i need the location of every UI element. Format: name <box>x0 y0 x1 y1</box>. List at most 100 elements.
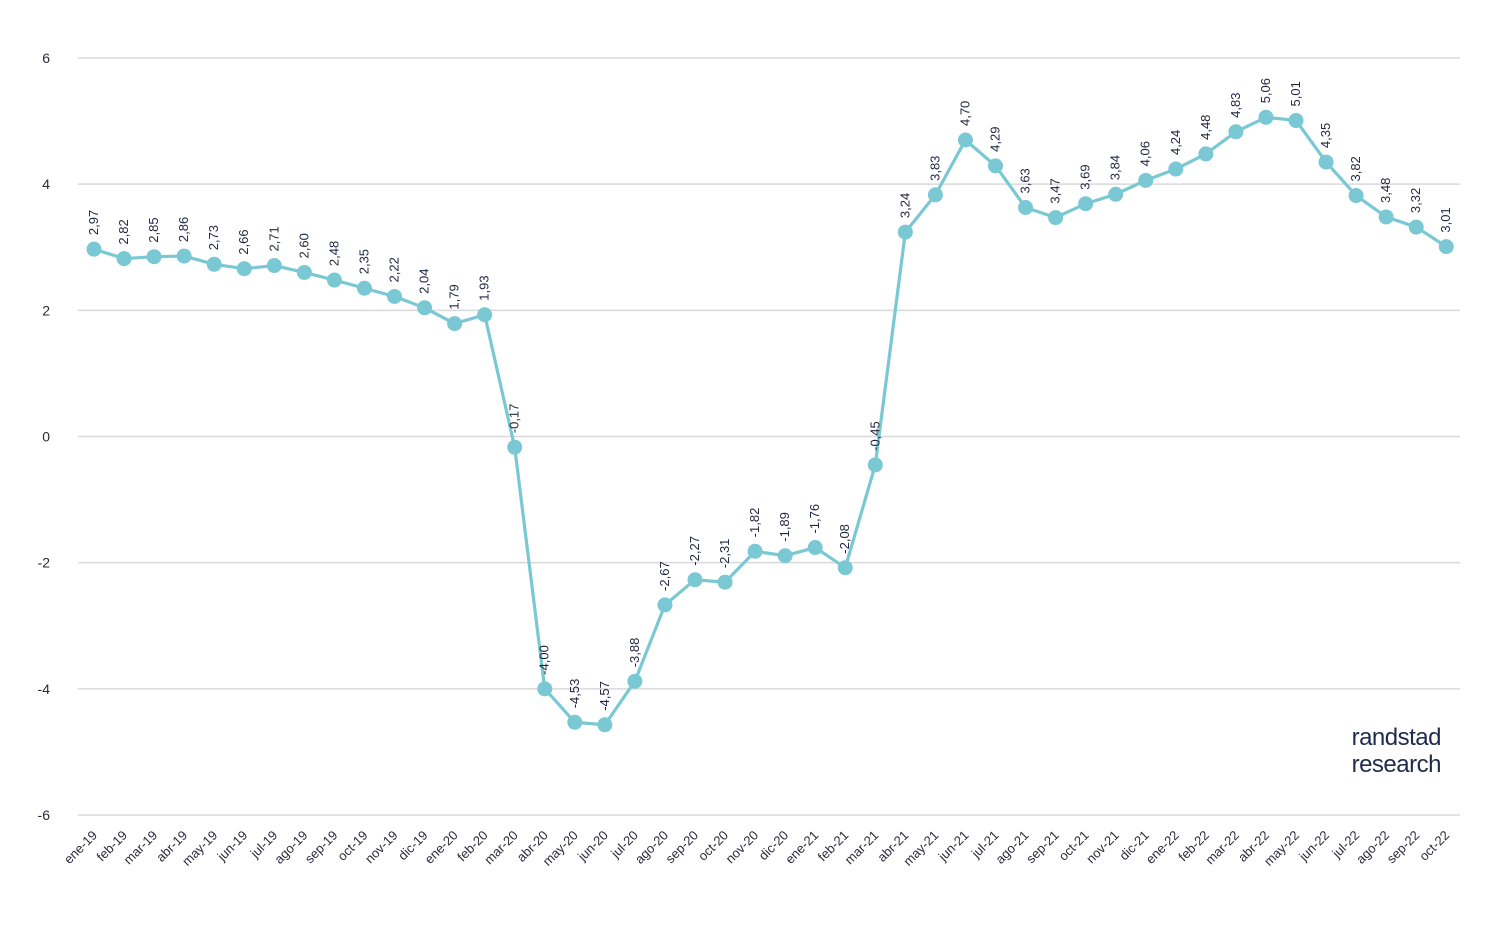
x-axis-ticks: ene-19feb-19mar-19abr-19may-19jun-19jul-… <box>61 828 1452 869</box>
data-label: 2,86 <box>176 217 191 242</box>
data-label: 2,97 <box>86 210 101 235</box>
x-tick-label: ene-21 <box>782 828 821 867</box>
data-label: 5,01 <box>1288 81 1303 106</box>
data-point <box>116 251 132 267</box>
data-label: 5,06 <box>1258 78 1273 103</box>
x-tick-label: mar-22 <box>1202 828 1242 868</box>
grid-lines <box>78 57 1460 816</box>
data-label: -1,76 <box>807 504 822 534</box>
x-tick-label: jun-19 <box>214 828 251 865</box>
data-point <box>897 224 913 240</box>
data-point <box>296 264 312 280</box>
x-tick-label: ene-19 <box>61 828 100 867</box>
data-point <box>807 540 823 556</box>
data-point <box>206 256 222 272</box>
data-label: 4,48 <box>1198 115 1213 140</box>
data-point <box>1078 196 1094 212</box>
data-label: 3,32 <box>1408 188 1423 213</box>
y-tick-label: -2 <box>38 555 51 571</box>
y-tick-label: 4 <box>42 176 50 192</box>
data-point <box>1438 239 1454 255</box>
x-tick-label: ago-21 <box>992 828 1031 867</box>
data-label: -0,17 <box>507 404 522 434</box>
data-label: 3,63 <box>1018 168 1033 193</box>
x-tick-label: sep-21 <box>1023 828 1062 867</box>
x-tick-label: ene-22 <box>1143 828 1182 867</box>
data-point <box>1408 219 1424 235</box>
x-tick-label: nov-21 <box>1083 828 1122 867</box>
data-point <box>747 543 763 559</box>
data-label: 4,29 <box>988 127 1003 152</box>
data-label: -1,89 <box>777 512 792 542</box>
data-point <box>356 280 372 296</box>
data-point <box>1138 172 1154 188</box>
data-label: 2,85 <box>146 217 161 242</box>
data-label: 3,84 <box>1108 155 1123 180</box>
y-tick-label: 2 <box>42 302 50 318</box>
data-point <box>1258 109 1274 125</box>
x-tick-label: jun-21 <box>935 828 972 865</box>
data-point <box>417 300 433 316</box>
data-point <box>1168 161 1184 177</box>
x-tick-label: sep-20 <box>662 828 701 867</box>
data-point <box>146 249 162 265</box>
data-point <box>1108 186 1124 202</box>
data-point <box>927 187 943 203</box>
x-tick-label: nov-20 <box>723 828 762 867</box>
data-label: 2,04 <box>417 268 432 293</box>
data-label: 4,06 <box>1138 141 1153 166</box>
data-point <box>1198 146 1214 162</box>
y-tick-label: -6 <box>38 807 51 823</box>
data-point <box>657 597 673 613</box>
data-label: 4,70 <box>957 101 972 126</box>
data-label: -2,67 <box>657 561 672 591</box>
data-point <box>837 560 853 576</box>
data-label: 2,35 <box>356 249 371 274</box>
x-tick-label: sep-19 <box>302 828 341 867</box>
x-tick-label: ago-20 <box>632 828 671 867</box>
data-label: -4,53 <box>567 679 582 709</box>
data-point <box>86 241 102 257</box>
data-label: 2,66 <box>236 229 251 254</box>
data-label: 1,79 <box>447 284 462 309</box>
data-label: 2,73 <box>206 225 221 250</box>
data-point <box>477 307 493 323</box>
data-point <box>1318 154 1334 170</box>
data-label: -0,45 <box>867 421 882 451</box>
data-label: 3,24 <box>897 193 912 218</box>
y-tick-label: 6 <box>42 50 50 66</box>
x-tick-label: ago-19 <box>271 828 310 867</box>
data-point <box>957 132 973 148</box>
x-tick-label: jun-20 <box>574 828 611 865</box>
data-point <box>326 272 342 288</box>
brand-logo: randstad research <box>1351 724 1442 778</box>
data-point <box>717 574 733 590</box>
series-polyline <box>93 115 1448 727</box>
x-tick-label: ene-20 <box>421 828 460 867</box>
data-label: -2,31 <box>717 539 732 569</box>
x-tick-label: sep-22 <box>1384 828 1423 867</box>
data-label: -2,08 <box>837 524 852 554</box>
data-label: 2,71 <box>266 226 281 251</box>
data-label: 2,48 <box>326 241 341 266</box>
data-point <box>988 158 1003 174</box>
y-tick-label: -4 <box>38 681 51 697</box>
data-label: 3,83 <box>927 156 942 181</box>
data-points <box>86 109 1454 733</box>
y-tick-label: 0 <box>42 429 50 445</box>
data-label: 4,35 <box>1318 123 1333 148</box>
data-label: 2,22 <box>387 257 402 282</box>
data-label: -4,00 <box>537 645 552 675</box>
data-point <box>1348 188 1364 204</box>
data-label: 3,48 <box>1378 178 1393 203</box>
data-point <box>567 714 583 730</box>
data-labels: 2,97 2,82 2,85 2,86 2,73 2,66 2,71 2,60 2,48 2,35… <box>86 78 1453 711</box>
data-label: 4,83 <box>1228 92 1243 117</box>
data-point <box>1048 210 1064 226</box>
data-label: 3,69 <box>1078 164 1093 189</box>
brand-line-1: randstad <box>1351 724 1442 751</box>
series-line <box>93 115 1448 727</box>
data-label: -4,57 <box>597 681 612 711</box>
x-tick-label: nov-19 <box>362 828 401 867</box>
data-point <box>387 288 402 304</box>
